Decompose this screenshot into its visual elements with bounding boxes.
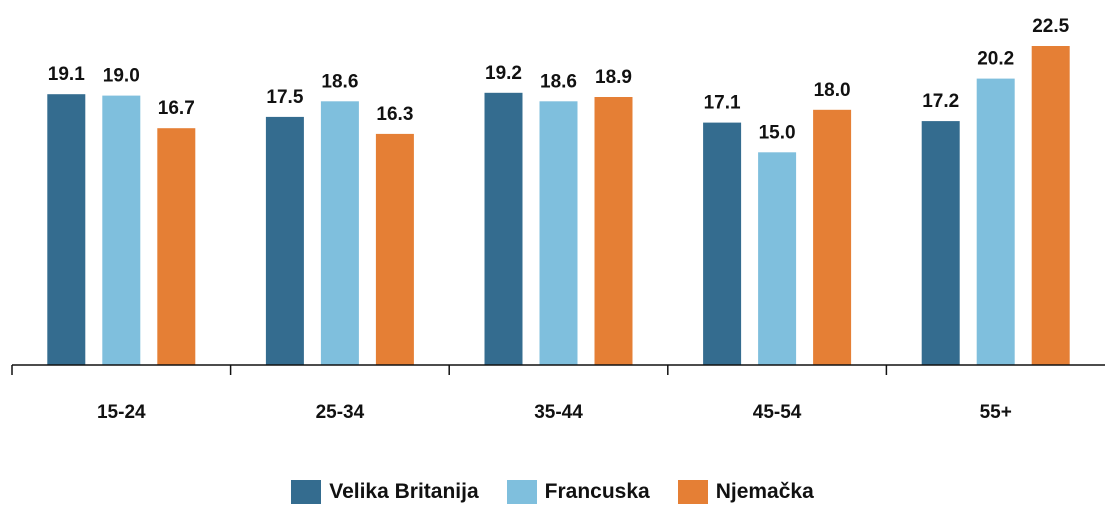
data-label: 18.6 xyxy=(321,71,358,92)
legend-label: Velika Britanija xyxy=(329,480,479,503)
bar xyxy=(758,152,797,365)
bar xyxy=(375,133,414,365)
x-tick-label: 15-24 xyxy=(97,402,146,423)
x-tick-label: 55+ xyxy=(980,402,1012,423)
legend-item: Velika Britanija xyxy=(291,480,479,504)
legend-swatch xyxy=(677,480,708,504)
x-tick-label: 35-44 xyxy=(534,402,583,423)
legend: Velika Britanija Francuska Njemačka xyxy=(0,480,1105,504)
legend-label: Francuska xyxy=(544,480,650,503)
data-label: 18.0 xyxy=(814,80,851,101)
bar xyxy=(484,92,523,366)
data-label: 15.0 xyxy=(759,122,796,143)
data-label: 17.2 xyxy=(922,91,959,112)
bar xyxy=(1031,46,1070,365)
data-label: 16.3 xyxy=(376,104,413,125)
bar xyxy=(265,116,304,366)
x-tick-label: 45-54 xyxy=(753,402,802,423)
data-label: 19.2 xyxy=(485,63,522,84)
bar xyxy=(594,97,633,365)
bar xyxy=(102,95,141,365)
data-label: 19.0 xyxy=(103,66,140,87)
data-label: 17.5 xyxy=(266,87,303,108)
bar xyxy=(921,121,960,365)
data-label: 16.7 xyxy=(158,98,195,119)
bar xyxy=(703,122,742,365)
x-axis: 15-24 25-34 35-44 45-54 55+ xyxy=(11,364,1105,423)
x-tick-label: 25-34 xyxy=(316,402,365,423)
data-label: 18.6 xyxy=(540,71,577,92)
bar xyxy=(539,101,578,366)
legend-item: Francuska xyxy=(506,480,650,504)
bar xyxy=(157,128,196,365)
bar xyxy=(976,78,1015,365)
legend-swatch xyxy=(291,480,322,504)
data-label: 17.1 xyxy=(704,93,741,114)
bar xyxy=(47,94,86,365)
bars-layer xyxy=(47,46,1070,366)
data-label: 20.2 xyxy=(977,49,1014,70)
bar xyxy=(320,101,359,366)
bar xyxy=(813,109,852,365)
legend-label: Njemačka xyxy=(715,480,814,503)
data-label: 22.5 xyxy=(1032,16,1069,37)
legend-swatch xyxy=(506,480,537,504)
data-label: 19.1 xyxy=(48,64,85,85)
legend-item: Njemačka xyxy=(677,480,814,504)
value-labels-layer: 19.1 19.0 16.7 17.5 18.6 16.3 19.2 18.6 18.9 17.1… xyxy=(48,16,1070,143)
data-label: 18.9 xyxy=(595,67,632,88)
